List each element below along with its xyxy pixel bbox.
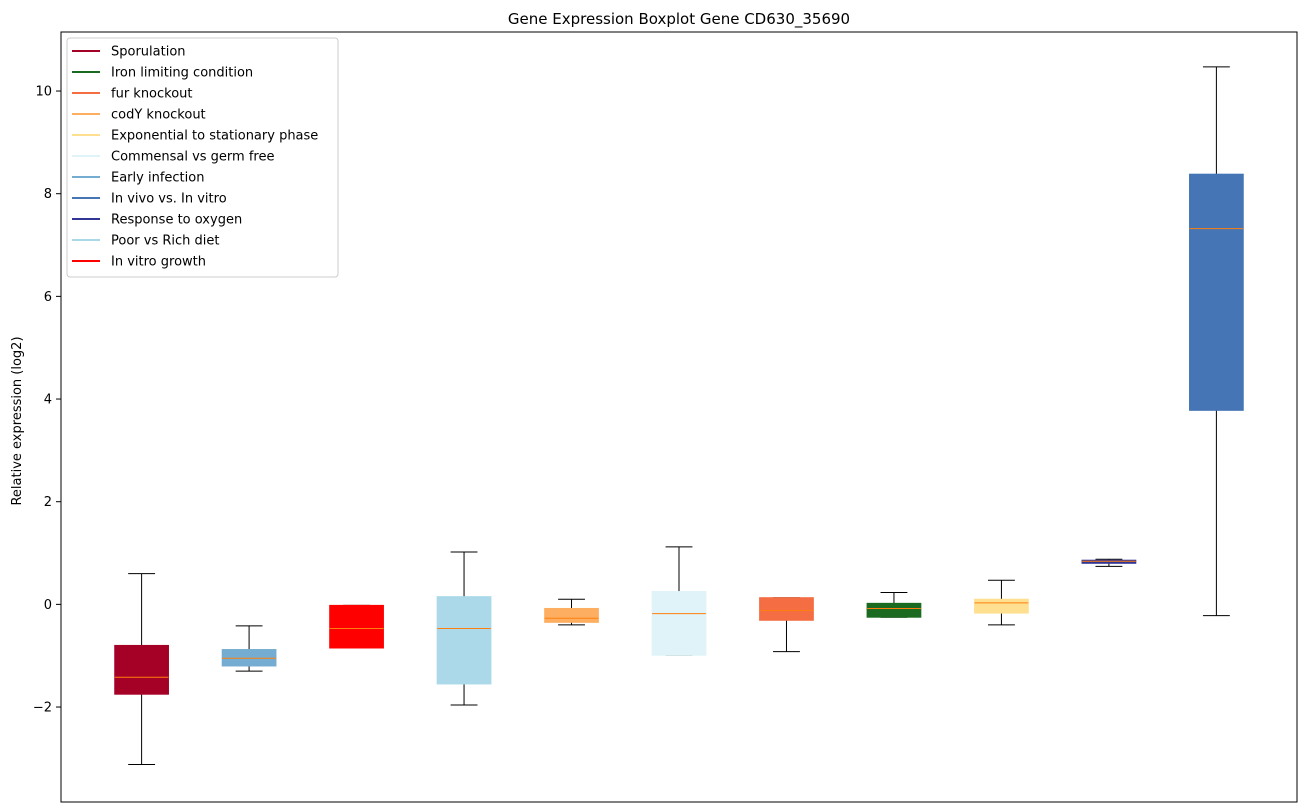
legend-item: In vitro growth xyxy=(72,255,206,270)
legend-item: Response to oxygen xyxy=(72,213,242,228)
box-4 xyxy=(436,551,492,706)
legend-item: Iron limiting condition xyxy=(72,66,253,81)
box-1 xyxy=(114,573,169,766)
box-11 xyxy=(1189,66,1244,617)
legend-label: Sporulation xyxy=(111,45,186,60)
y-tick-label: 8 xyxy=(44,187,52,202)
legend-label: Poor vs Rich diet xyxy=(111,234,219,249)
box-8 xyxy=(866,592,922,618)
box-body xyxy=(866,602,922,618)
y-axis-label: Relative expression (log2) xyxy=(10,336,25,505)
box-body xyxy=(221,649,277,667)
legend-label: Early infection xyxy=(111,171,204,186)
box-body xyxy=(974,598,1029,614)
box-body xyxy=(651,591,707,656)
legend-label: fur knockout xyxy=(111,87,193,102)
box-10 xyxy=(1081,558,1137,567)
box-9 xyxy=(974,579,1029,626)
legend-label: Exponential to stationary phase xyxy=(111,129,318,144)
legend-item: Commensal vs germ free xyxy=(72,150,274,165)
y-tick-label: 4 xyxy=(44,393,52,408)
box-body xyxy=(114,644,169,695)
legend-label: Response to oxygen xyxy=(111,213,242,228)
legend-label: In vivo vs. In vitro xyxy=(111,192,227,207)
plot-frame xyxy=(60,31,1298,803)
y-tick-label: −2 xyxy=(33,701,52,716)
legend-item: In vivo vs. In vitro xyxy=(72,192,227,207)
legend-frame xyxy=(66,37,339,278)
y-tick-label: 0 xyxy=(44,598,52,613)
y-axis: −2 0 2 4 6 8 10 xyxy=(33,85,61,716)
legend: Sporulation Iron limiting condition fur kn… xyxy=(66,37,339,278)
box-2 xyxy=(221,625,277,672)
legend-label: Commensal vs germ free xyxy=(111,150,274,165)
box-6 xyxy=(651,546,707,656)
legend-label: codY knockout xyxy=(111,108,206,123)
y-tick-label: 10 xyxy=(35,85,52,100)
box-body xyxy=(329,604,384,649)
box-7 xyxy=(759,597,814,653)
boxes-layer xyxy=(114,66,1244,766)
chart-title: Gene Expression Boxplot Gene CD630_35690 xyxy=(508,10,850,29)
legend-label: Iron limiting condition xyxy=(111,66,253,81)
legend-item: Early infection xyxy=(72,171,204,186)
legend-item: fur knockout xyxy=(72,87,193,102)
box-body xyxy=(436,596,492,685)
legend-item: codY knockout xyxy=(72,108,206,123)
box-body xyxy=(1081,559,1137,564)
legend-item: Sporulation xyxy=(72,45,186,60)
legend-label: In vitro growth xyxy=(111,255,206,270)
y-tick-label: 2 xyxy=(44,495,52,510)
box-body xyxy=(759,597,814,621)
y-tick-label: 6 xyxy=(44,290,52,305)
box-body xyxy=(1189,173,1244,411)
box-body xyxy=(544,607,599,623)
legend-item: Poor vs Rich diet xyxy=(72,234,219,249)
box-3 xyxy=(329,604,384,649)
box-5 xyxy=(544,598,599,626)
legend-item: Exponential to stationary phase xyxy=(72,129,318,144)
